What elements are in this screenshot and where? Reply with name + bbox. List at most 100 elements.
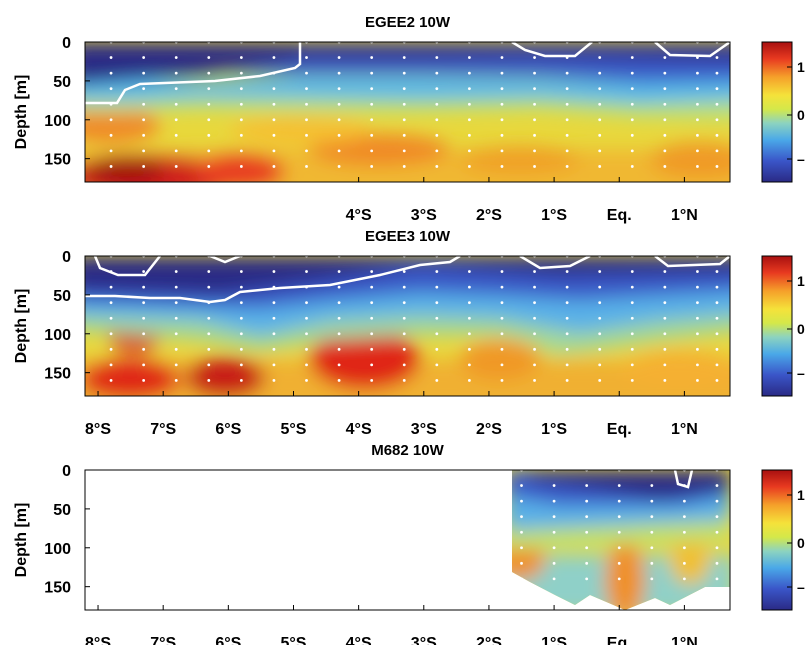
station-point	[520, 484, 523, 487]
station-point	[402, 347, 406, 351]
station-point	[305, 149, 308, 153]
station-point	[109, 102, 113, 106]
station-point	[435, 133, 439, 137]
panel-2-frame	[84, 255, 731, 397]
panel-3-ylabel: Depth [m]	[13, 503, 30, 578]
station-point	[272, 301, 276, 305]
station-point	[174, 270, 178, 273]
station-point	[467, 71, 471, 75]
x-tick-label: 4°S	[346, 207, 372, 224]
station-point	[435, 102, 439, 106]
station-point	[696, 347, 699, 351]
station-point	[630, 270, 634, 273]
station-point	[174, 87, 178, 91]
station-point	[500, 332, 504, 336]
station-point	[207, 133, 211, 137]
station-point	[402, 71, 406, 75]
station-point	[663, 316, 667, 320]
station-point	[715, 133, 719, 137]
station-point	[435, 379, 439, 382]
x-tick-label: 2°S	[476, 421, 502, 438]
station-point	[715, 546, 719, 550]
station-point	[696, 363, 699, 367]
colorbar-tick-label: 1	[797, 487, 805, 503]
station-point	[598, 301, 602, 305]
station-point	[467, 133, 471, 137]
station-point	[142, 347, 146, 351]
station-point	[239, 118, 243, 122]
station-point	[174, 316, 178, 320]
station-point	[142, 102, 146, 106]
station-point	[598, 133, 602, 137]
station-point	[565, 379, 569, 382]
station-point	[337, 270, 341, 273]
station-point	[142, 332, 146, 336]
station-point	[467, 118, 471, 122]
panel-2-contour	[85, 256, 461, 304]
station-point	[272, 363, 276, 367]
station-point	[174, 56, 178, 59]
station-point	[174, 332, 178, 336]
station-point	[305, 56, 308, 59]
y-tick-label: 100	[44, 113, 71, 130]
station-point	[109, 56, 113, 59]
station-point	[402, 149, 406, 153]
station-point	[370, 285, 374, 289]
station-point	[533, 118, 536, 122]
station-point	[650, 499, 654, 503]
x-tick-label: 8°S	[85, 635, 111, 645]
station-point	[207, 363, 211, 367]
panel-3-frame	[84, 469, 731, 611]
panel-1-contour-2	[511, 42, 593, 58]
station-point	[565, 149, 569, 153]
station-point	[305, 102, 308, 106]
station-point	[174, 102, 178, 106]
station-point	[552, 484, 556, 487]
station-point	[500, 102, 504, 106]
station-point	[696, 379, 699, 382]
station-point	[715, 56, 719, 59]
station-point	[715, 561, 719, 565]
station-point	[402, 379, 406, 382]
station-point	[207, 165, 211, 168]
station-point	[207, 71, 211, 75]
panel-2-contour-2	[93, 256, 161, 277]
station-point	[520, 561, 523, 565]
station-point	[435, 71, 439, 75]
station-point	[715, 301, 719, 305]
station-point	[337, 71, 341, 75]
station-point	[435, 316, 439, 320]
station-point	[337, 347, 341, 351]
station-point	[500, 363, 504, 367]
panel-1-title: EGEE2 10W	[365, 14, 451, 31]
y-tick-label: 0	[62, 463, 71, 480]
colorbar-tick-label: –	[797, 579, 805, 595]
station-point	[715, 499, 719, 503]
station-point	[552, 499, 556, 503]
station-point	[272, 270, 276, 273]
station-point	[337, 332, 341, 336]
station-point	[207, 332, 211, 336]
station-point	[370, 102, 374, 106]
station-point	[630, 332, 634, 336]
station-point	[272, 379, 276, 382]
station-point	[520, 546, 523, 550]
station-point	[239, 71, 243, 75]
station-point	[174, 379, 178, 382]
x-tick-label: 6°S	[215, 635, 241, 645]
station-point	[663, 301, 667, 305]
panel-3-stations	[520, 470, 719, 581]
station-point	[272, 347, 276, 351]
station-point	[598, 118, 602, 122]
panel-2-field	[85, 256, 730, 396]
station-point	[630, 149, 634, 153]
station-point	[305, 332, 308, 336]
station-point	[520, 515, 523, 519]
station-point	[142, 165, 146, 168]
station-point	[142, 301, 146, 305]
station-point	[630, 71, 634, 75]
colorbar-tick-label: 1	[797, 273, 805, 289]
y-tick-label: 150	[44, 366, 71, 383]
station-point	[305, 285, 308, 289]
station-point	[565, 87, 569, 91]
